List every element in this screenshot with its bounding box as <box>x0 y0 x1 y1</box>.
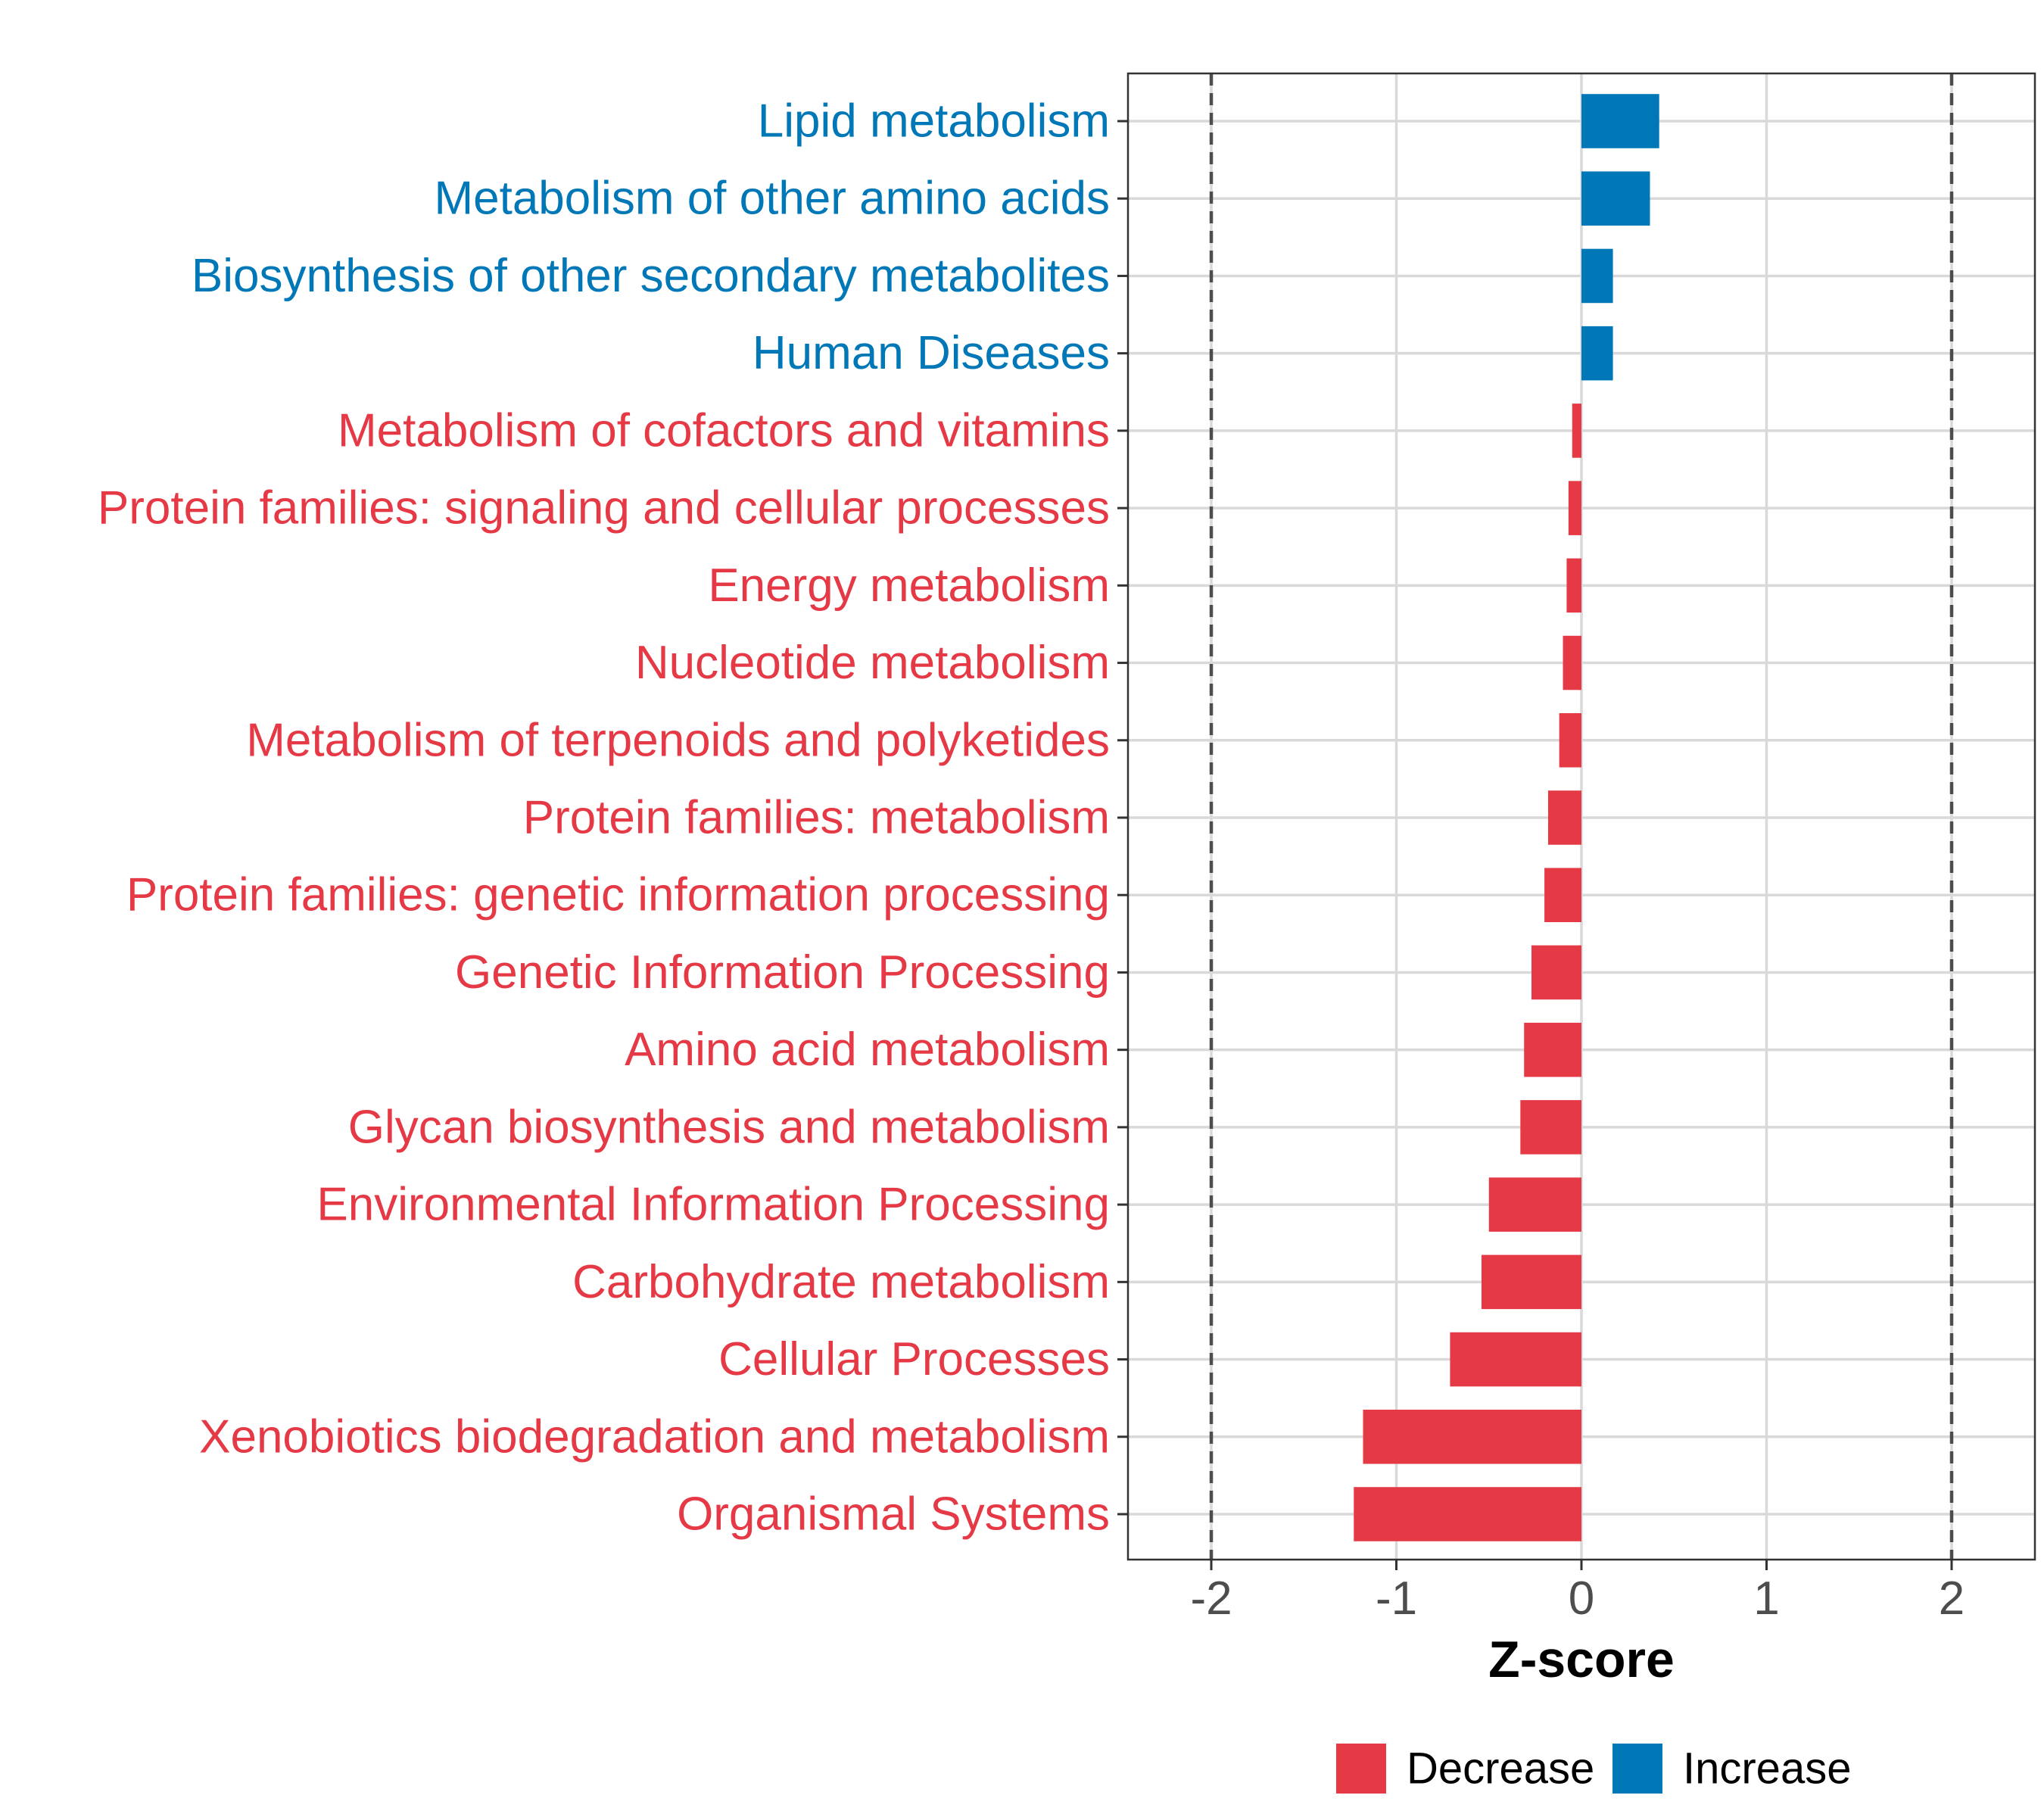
bar-14 <box>1488 1177 1581 1232</box>
bars <box>1354 94 1659 1541</box>
category-label-9: Protein families: metabolism <box>523 792 1110 844</box>
category-label-0: Lipid metabolism <box>758 95 1110 148</box>
legend-swatch-increase <box>1612 1744 1662 1794</box>
legend: Decrease Increase <box>1336 1744 1851 1794</box>
category-label-17: Xenobiotics biodegradation and metabolis… <box>199 1410 1110 1463</box>
bar-1 <box>1581 171 1650 226</box>
bar-6 <box>1566 558 1581 613</box>
bar-10 <box>1544 868 1581 922</box>
category-label-18: Organismal Systems <box>677 1488 1110 1541</box>
category-label-14: Environmental Information Processing <box>316 1179 1110 1231</box>
x-axis-ticks: -2 -1 0 1 2 <box>1190 1560 1965 1625</box>
category-label-2: Biosynthesis of other secondary metaboli… <box>192 250 1110 302</box>
x-tick-label-2: 0 <box>1569 1572 1594 1625</box>
x-tick-label-0: -2 <box>1190 1572 1232 1625</box>
bar-12 <box>1524 1022 1581 1077</box>
reference-lines <box>1209 73 1954 1560</box>
x-tick-label-3: 1 <box>1753 1572 1779 1625</box>
legend-label-decrease: Decrease <box>1407 1744 1594 1794</box>
bar-3 <box>1581 326 1613 381</box>
category-label-13: Glycan biosynthesis and metabolism <box>348 1101 1110 1153</box>
bar-5 <box>1568 481 1581 535</box>
category-label-11: Genetic Information Processing <box>455 946 1110 999</box>
bar-9 <box>1547 790 1581 845</box>
bar-16 <box>1450 1332 1581 1387</box>
category-label-16: Cellular Processes <box>718 1333 1110 1385</box>
bar-15 <box>1481 1254 1581 1310</box>
bar-2 <box>1581 248 1613 304</box>
category-label-6: Energy metabolism <box>708 559 1110 612</box>
category-label-15: Carbohydrate metabolism <box>572 1256 1110 1308</box>
y-axis-labels: Lipid metabolism Metabolism of other amin… <box>98 95 1110 1541</box>
bar-18 <box>1354 1487 1581 1541</box>
bar-11 <box>1531 945 1581 1000</box>
category-label-1: Metabolism of other amino acids <box>434 173 1110 225</box>
category-label-10: Protein families: genetic information pr… <box>126 869 1110 921</box>
bar-0 <box>1581 94 1659 148</box>
bar-17 <box>1363 1410 1581 1464</box>
legend-label-increase: Increase <box>1683 1744 1851 1794</box>
bar-7 <box>1563 635 1581 690</box>
category-label-12: Amino acid metabolism <box>625 1024 1110 1076</box>
x-tick-label-1: -1 <box>1376 1572 1417 1625</box>
bar-13 <box>1520 1100 1581 1155</box>
category-label-7: Nucleotide metabolism <box>635 637 1110 689</box>
bar-8 <box>1559 713 1581 768</box>
y-axis-ticks <box>1117 120 1128 1516</box>
category-label-5: Protein families: signaling and cellular… <box>98 482 1110 535</box>
category-label-4: Metabolism of cofactors and vitamins <box>338 404 1110 457</box>
category-label-3: Human Diseases <box>752 327 1110 379</box>
x-tick-label-4: 2 <box>1939 1572 1965 1625</box>
category-label-8: Metabolism of terpenoids and polyketides <box>246 714 1110 766</box>
bar-4 <box>1572 404 1581 458</box>
x-axis-title: Z-score <box>1488 1631 1675 1688</box>
legend-swatch-decrease <box>1336 1744 1386 1794</box>
